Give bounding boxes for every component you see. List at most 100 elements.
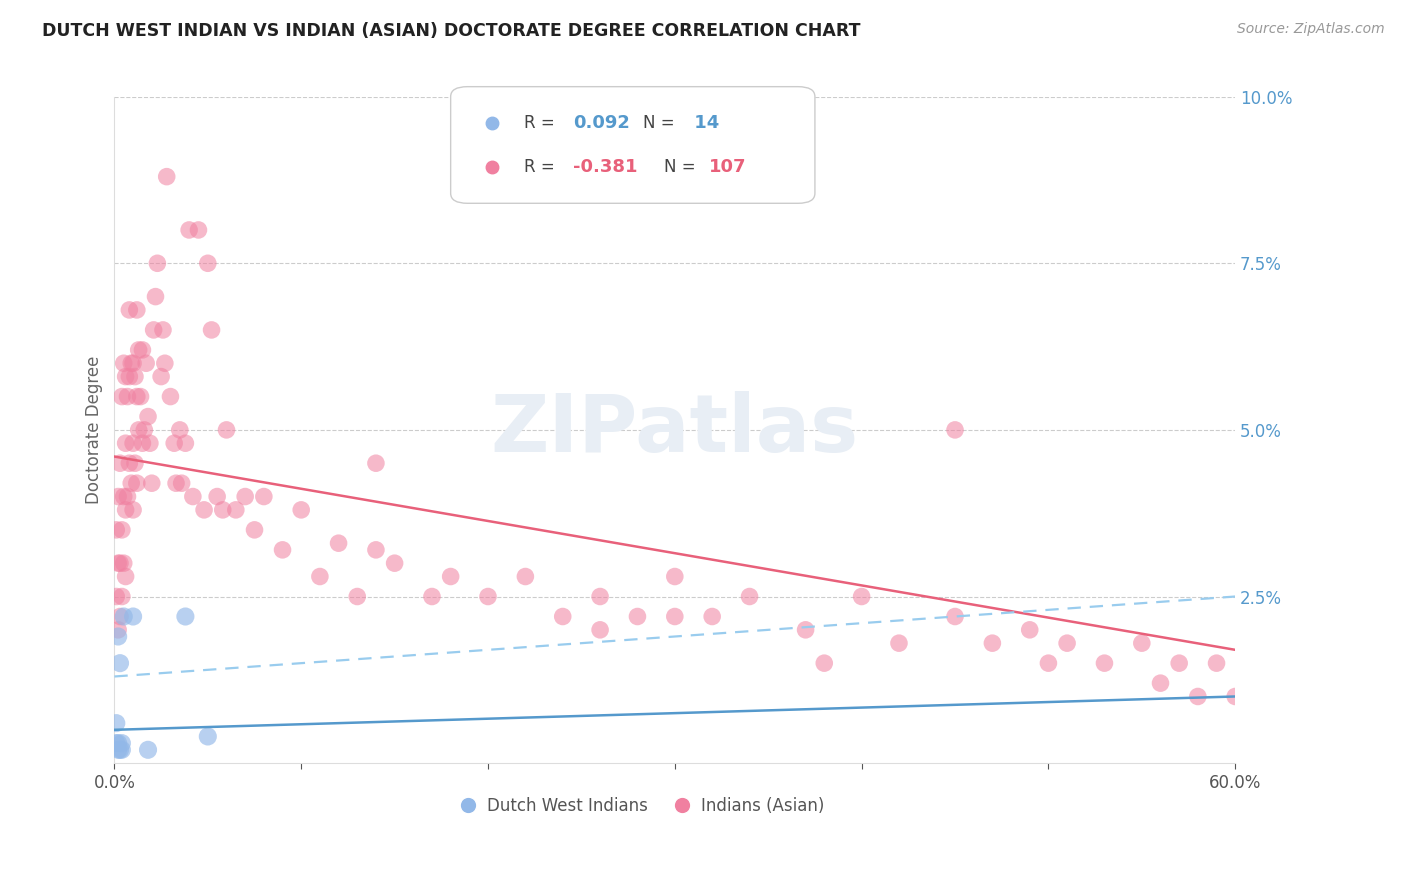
Point [108,556,131,570]
Point [105,736,128,750]
Point [1094,656,1116,670]
Text: 14: 14 [689,114,720,132]
Point [174,436,197,450]
Point [107,630,129,644]
Point [197,730,219,744]
Point [738,590,761,604]
Point [181,490,204,504]
Point [159,390,181,404]
Point [253,490,276,504]
Point [851,590,873,604]
Point [187,223,209,237]
Point [146,256,169,270]
Point [108,656,131,670]
Text: DUTCH WEST INDIAN VS INDIAN (ASIAN) DOCTORATE DEGREE CORRELATION CHART: DUTCH WEST INDIAN VS INDIAN (ASIAN) DOCT… [42,22,860,40]
Point [124,369,146,384]
Point [124,456,146,470]
Point [120,476,142,491]
Point [1149,676,1171,690]
Point [515,569,537,583]
Point [125,476,148,491]
Point [141,476,163,491]
Point [1130,636,1153,650]
Point [131,343,153,357]
Point [193,503,215,517]
Point [136,743,159,757]
Point [477,590,499,604]
Point [105,716,128,731]
Point [128,343,150,357]
Point [125,302,148,317]
Point [107,743,129,757]
Point [153,356,176,370]
Point [664,569,686,583]
Point [205,490,228,504]
Point [111,590,134,604]
Point [1168,656,1191,670]
Point [551,609,574,624]
Point [225,503,247,517]
Point [105,590,128,604]
Point [1225,690,1247,704]
Point [200,323,222,337]
Point [134,423,156,437]
Point [111,736,134,750]
Point [243,523,266,537]
Point [112,356,135,370]
Point [131,436,153,450]
Point [1038,656,1060,670]
Text: N =: N = [664,158,700,177]
FancyBboxPatch shape [451,87,815,203]
Text: R =: R = [523,114,560,132]
Point [114,369,136,384]
Point [440,569,463,583]
Point [107,556,129,570]
Point [589,623,612,637]
Point [114,503,136,517]
Point [142,323,165,337]
Point [156,169,179,184]
Point [420,590,443,604]
Text: Source: ZipAtlas.com: Source: ZipAtlas.com [1237,22,1385,37]
Point [105,523,128,537]
Point [122,503,145,517]
Point [309,569,332,583]
Point [328,536,350,550]
Text: 107: 107 [709,158,747,177]
Point [981,636,1004,650]
Point [114,569,136,583]
Point [165,476,187,491]
Point [150,369,173,384]
Point [120,356,142,370]
Point [108,743,131,757]
Point [1205,656,1227,670]
Point [813,656,835,670]
Point [152,323,174,337]
Point [114,436,136,450]
Point [136,409,159,424]
Point [118,369,141,384]
Point [111,743,134,757]
Point [145,290,167,304]
Text: -0.381: -0.381 [572,158,637,177]
Point [1187,690,1209,704]
Point [1056,636,1078,650]
Point [1243,623,1265,637]
Point [112,556,135,570]
Point [170,476,193,491]
Point [139,436,162,450]
Point [364,456,387,470]
Point [384,556,406,570]
Point [233,490,256,504]
Point [346,590,368,604]
Point [111,523,134,537]
Point [107,623,129,637]
Point [111,390,134,404]
Text: R =: R = [523,158,560,177]
Point [112,490,135,504]
Point [589,590,612,604]
Point [129,390,152,404]
Point [887,636,910,650]
Point [135,356,157,370]
Point [794,623,817,637]
